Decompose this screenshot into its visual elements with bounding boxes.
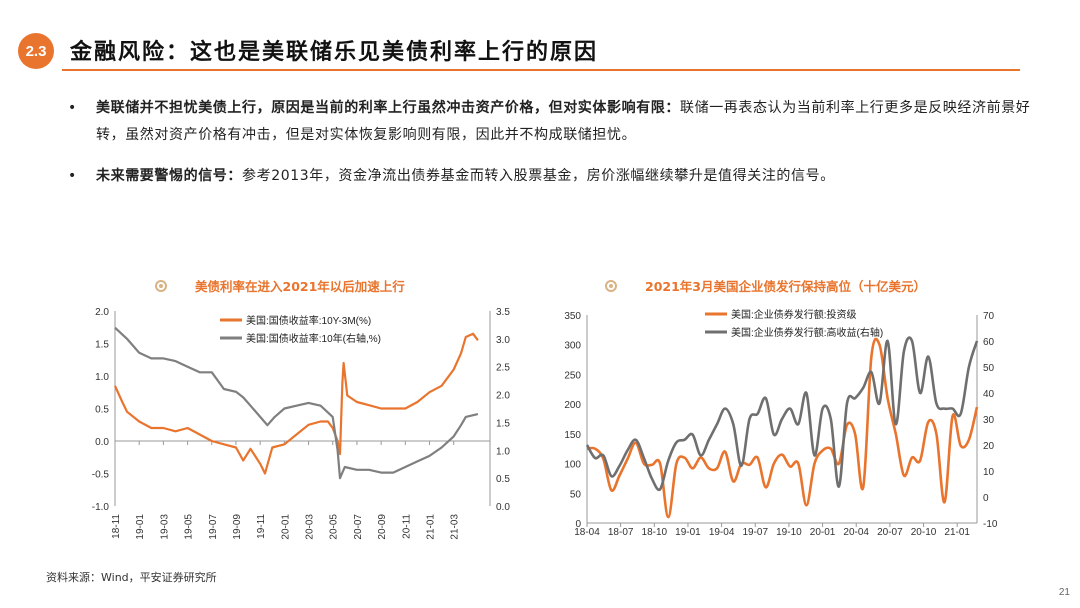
y-right-tick-label: 20 xyxy=(983,441,995,452)
y-right-tick-label: 0.0 xyxy=(496,502,510,513)
x-tick-label: 19-05 xyxy=(184,514,195,540)
y-right-tick-label: 3.0 xyxy=(496,335,510,346)
x-tick-label: 18-07 xyxy=(608,527,634,538)
y-right-tick-label: 2.5 xyxy=(496,363,510,374)
x-tick-label: 21-03 xyxy=(450,514,461,540)
y-left-tick-label: 100 xyxy=(564,460,581,471)
legend-label: 美国:国债收益率:10年(右轴,%) xyxy=(246,332,381,345)
y-left-tick-label: 2.0 xyxy=(95,307,109,318)
bullet-heading: 美联储并不担忧美债上行，原因是当前的利率上行虽然冲击资产价格，但对实体影响有限： xyxy=(96,100,680,116)
x-tick-label: 20-07 xyxy=(353,514,364,540)
x-tick-label: 20-03 xyxy=(305,514,316,540)
x-tick-label: 19-04 xyxy=(709,527,735,538)
x-tick-label: 19-07 xyxy=(742,527,768,538)
y-left-tick-label: 250 xyxy=(564,370,581,381)
y-right-tick-label: 3.5 xyxy=(496,307,510,318)
x-tick-label: 20-07 xyxy=(877,527,903,538)
target-icon xyxy=(605,279,617,292)
x-tick-label: 21-01 xyxy=(944,527,970,538)
y-left-tick-label: 0.0 xyxy=(95,437,109,448)
y-left-tick-label: 300 xyxy=(564,341,581,352)
y-left-tick-label: -0.5 xyxy=(92,470,110,481)
y-left-tick-label: 1.5 xyxy=(95,340,109,351)
x-tick-label: 19-10 xyxy=(776,527,802,538)
x-tick-label: 20-09 xyxy=(377,514,388,540)
y-left-tick-label: 0.5 xyxy=(95,405,109,416)
bullet-list: • 美联储并不担忧美债上行，原因是当前的利率上行虽然冲击资产价格，但对实体影响有… xyxy=(60,95,1035,204)
x-tick-label: 20-11 xyxy=(401,514,412,539)
y-right-tick-label: 10 xyxy=(983,467,995,478)
x-tick-label: 20-04 xyxy=(843,527,869,538)
y-right-tick-label: 30 xyxy=(983,415,995,426)
legend-label: 美国:国债收益率:10Y-3M(%) xyxy=(246,314,371,327)
y-right-tick-label: 0.5 xyxy=(496,474,510,485)
page-title: 金融风险：这也是美联储乐见美债利率上行的原因 xyxy=(70,40,599,65)
x-tick-label: 19-01 xyxy=(675,527,701,538)
series-line-1 xyxy=(585,336,979,492)
y-left-tick-label: -1.0 xyxy=(92,502,110,513)
chart2-title: 2021年3月美国企业债发行保持高位（十亿美元） xyxy=(605,276,926,295)
bullet-item: • 美联储并不担忧美债上行，原因是当前的利率上行虽然冲击资产价格，但对实体影响有… xyxy=(60,95,1035,149)
x-tick-label: 20-10 xyxy=(911,527,937,538)
x-tick-label: 18-10 xyxy=(642,527,668,538)
chart1-treasury-yields: -1.0 -0.5 0.0 0.5 1.0 1.5 2.0 0.0 0.5 1.0 1.5 2.0 2.… xyxy=(92,307,511,540)
y-right-tick-label: 70 xyxy=(983,311,995,322)
series-line-0 xyxy=(113,332,479,475)
bullet-symbol: • xyxy=(68,100,77,116)
chart1-title-text: 美债利率在进入2021年以后加速上行 xyxy=(195,279,405,294)
source-note: 资料来源：Wind，平安证券研究所 xyxy=(46,571,217,584)
x-tick-label: 19-03 xyxy=(159,514,170,540)
page-number: 21 xyxy=(1058,587,1070,598)
y-right-tick-label: 1.5 xyxy=(496,418,510,429)
y-right-tick-label: -10 xyxy=(983,519,998,530)
y-left-tick-label: 350 xyxy=(564,311,581,322)
y-left-tick-label: 1.0 xyxy=(95,372,109,383)
x-tick-label: 20-01 xyxy=(810,527,836,538)
y-right-tick-label: 50 xyxy=(983,363,995,374)
y-right-tick-label: 2.0 xyxy=(496,391,510,402)
chart2-corporate-bond-issuance: 0 50 100 150 200 250 300 350 -10 0 10 20 30 40 50 60 70 1… xyxy=(564,308,998,538)
bullet-text: 联储一再表态认为当前利率上行更多是反映经济前景好转，虽然对资产价格有冲击，但是对… xyxy=(96,100,1031,143)
legend-label: 美国:企业债券发行额:高收益(右轴) xyxy=(731,326,883,339)
x-tick-label: 19-01 xyxy=(135,514,146,540)
section-badge: 2.3 xyxy=(18,33,54,69)
target-icon xyxy=(155,279,167,292)
x-tick-label: 18-11 xyxy=(111,514,122,539)
chart1-title: 美债利率在进入2021年以后加速上行 xyxy=(155,276,405,295)
y-left-tick-label: 50 xyxy=(570,489,582,500)
y-right-tick-label: 1.0 xyxy=(496,446,510,457)
x-tick-label: 19-09 xyxy=(232,514,243,540)
bullet-text: 参考2013年，资金净流出债券基金而转入股票基金，房价涨幅继续攀升是值得关注的信… xyxy=(242,168,835,184)
legend-label: 美国:企业债券发行额:投资级 xyxy=(731,308,857,321)
x-tick-label: 19-07 xyxy=(208,514,219,540)
series-line-0 xyxy=(586,337,979,519)
bullet-symbol: • xyxy=(68,168,77,184)
bullet-item: • 未来需要警惕的信号：参考2013年，资金净流出债券基金而转入股票基金，房价涨… xyxy=(60,163,1035,190)
x-tick-label: 19-11 xyxy=(256,514,267,539)
y-left-tick-label: 200 xyxy=(564,400,581,411)
title-divider xyxy=(62,69,1020,71)
chart2-title-text: 2021年3月美国企业债发行保持高位（十亿美元） xyxy=(645,279,926,294)
series-line-1 xyxy=(114,326,479,480)
y-right-tick-label: 40 xyxy=(983,389,995,400)
y-left-tick-label: 150 xyxy=(564,430,581,441)
y-right-tick-label: 0 xyxy=(983,493,989,504)
x-tick-label: 18-04 xyxy=(574,527,600,538)
y-right-tick-label: 60 xyxy=(983,337,995,348)
x-tick-label: 20-01 xyxy=(280,514,291,540)
x-tick-label: 21-01 xyxy=(426,514,437,540)
x-tick-label: 20-05 xyxy=(329,514,340,540)
bullet-heading: 未来需要警惕的信号： xyxy=(96,168,242,184)
y-left-tick-label: 0 xyxy=(575,519,581,530)
